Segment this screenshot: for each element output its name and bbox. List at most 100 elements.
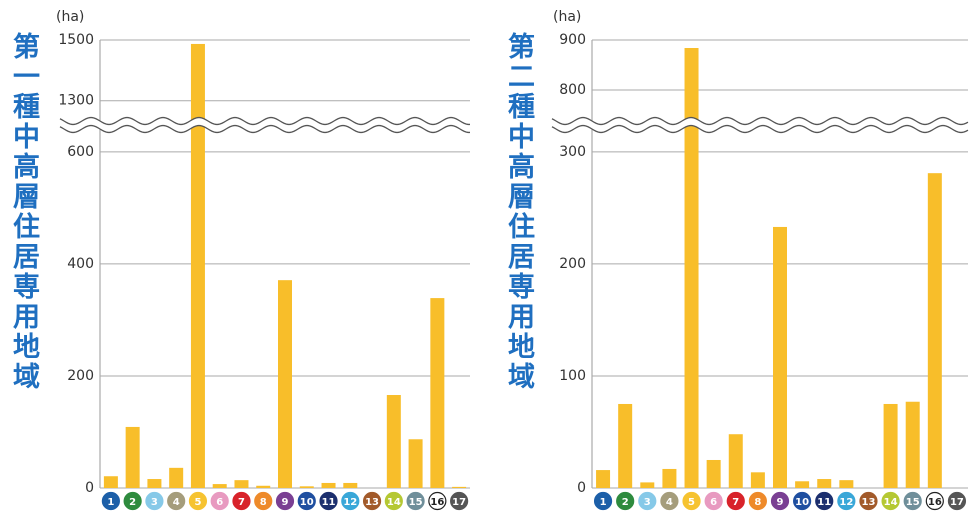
x-tick-label: 8 (754, 497, 761, 508)
y-tick-label: 400 (67, 256, 94, 272)
bar (169, 467, 184, 488)
category-badge (793, 491, 812, 511)
y-tick-label: 0 (85, 480, 94, 496)
category-badge (704, 491, 723, 511)
bar (321, 482, 336, 488)
category-badge (726, 491, 745, 511)
bar (728, 434, 743, 488)
x-tick-label: 8 (260, 497, 267, 508)
category-badge (188, 491, 208, 511)
bar (905, 401, 920, 488)
x-tick-label: 3 (644, 497, 651, 508)
category-badge (145, 491, 164, 511)
x-tick-label: 14 (884, 497, 898, 508)
category-badge (903, 491, 922, 511)
category-badge (859, 491, 878, 511)
x-tick-label: 15 (906, 497, 920, 508)
bar (817, 479, 832, 488)
x-tick-label: 6 (710, 497, 717, 508)
x-tick-label: 3 (151, 497, 158, 508)
x-tick-label: 11 (322, 497, 336, 508)
category-badge (925, 491, 944, 511)
category-badge (881, 491, 900, 511)
bar (386, 395, 401, 488)
y-unit: (ha) (56, 9, 84, 25)
bar (684, 48, 699, 488)
bar (618, 403, 633, 488)
x-tick-label: 17 (950, 497, 964, 508)
category-badge (406, 491, 425, 511)
category-badge (947, 491, 967, 511)
x-tick-label: 5 (194, 497, 201, 508)
bar (795, 481, 810, 488)
x-tick-label: 10 (300, 497, 314, 508)
bar (640, 482, 655, 488)
x-tick-label: 16 (430, 497, 444, 508)
bar (343, 482, 358, 488)
category-badge (815, 491, 834, 511)
axis-break (60, 117, 470, 133)
y-tick-label: 200 (67, 368, 94, 384)
x-tick-label: 11 (817, 497, 831, 508)
y-unit: (ha) (553, 9, 581, 25)
bar (103, 476, 118, 488)
x-tick-label: 4 (666, 497, 673, 508)
category-badge (167, 491, 186, 511)
bar (212, 484, 227, 488)
axis-break-line (59, 116, 470, 126)
x-tick-label: 9 (777, 497, 784, 508)
bar (927, 173, 942, 489)
bar (452, 486, 467, 488)
x-tick-label: 9 (282, 497, 289, 508)
axis-break-line (551, 116, 969, 126)
category-badge (101, 491, 120, 511)
bar (408, 439, 423, 488)
bar (234, 480, 249, 488)
y-tick-label: 0 (577, 480, 586, 496)
x-tick-label: 2 (622, 497, 629, 508)
y-tick-label: 900 (559, 32, 586, 48)
bar (278, 280, 292, 488)
category-badge (362, 491, 382, 511)
x-tick-label: 12 (839, 497, 853, 508)
y-tick-label: 600 (67, 144, 94, 160)
category-badge (319, 491, 338, 511)
bar (883, 403, 898, 488)
category-badge (450, 491, 469, 511)
x-tick-label: 5 (688, 497, 695, 508)
bar (706, 459, 721, 488)
y-tick-label: 1500 (58, 32, 94, 48)
bar (125, 426, 140, 488)
x-tick-label: 6 (216, 497, 223, 508)
x-tick-label: 7 (732, 497, 739, 508)
y-tick-label: 800 (559, 82, 586, 98)
x-tick-label: 1 (600, 497, 607, 508)
bar (430, 298, 445, 488)
category-badge (428, 491, 447, 511)
x-tick-label: 12 (343, 497, 357, 508)
category-badge (770, 491, 790, 511)
bar (839, 480, 854, 488)
category-badge (123, 491, 142, 511)
category-badge (837, 491, 856, 511)
axis-break (552, 117, 968, 133)
bar (190, 43, 205, 488)
x-tick-label: 13 (365, 497, 379, 508)
x-tick-label: 2 (129, 497, 136, 508)
x-tick-label: 17 (452, 497, 466, 508)
x-tick-label: 16 (928, 497, 942, 508)
category-badge (232, 491, 251, 511)
category-badge (210, 491, 229, 511)
category-badge (616, 491, 635, 511)
bar (299, 486, 314, 488)
bar (662, 468, 677, 488)
x-tick-label: 13 (862, 497, 876, 508)
category-badge (593, 491, 613, 511)
x-tick-label: 10 (795, 497, 809, 508)
y-tick-label: 200 (559, 256, 586, 272)
axis-break-line (551, 124, 969, 134)
chart-title: 第二種中高層住居専用地域 (503, 32, 534, 392)
y-tick-label: 100 (559, 368, 586, 384)
x-tick-label: 1 (107, 497, 114, 508)
